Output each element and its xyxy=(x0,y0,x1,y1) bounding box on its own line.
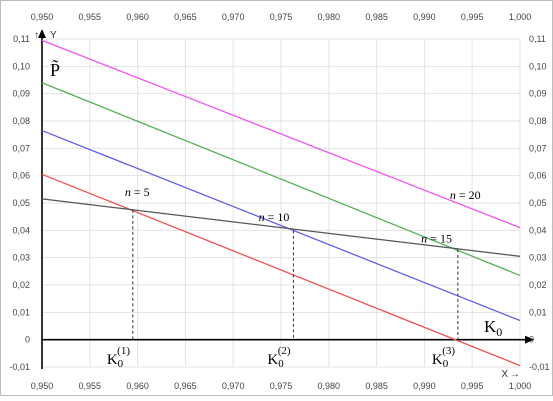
curve-label-n: n xyxy=(259,210,265,224)
k0-label-superscript: (2) xyxy=(278,345,291,357)
x-axis-arrowhead xyxy=(525,335,534,344)
y-tick-label-right: 0,11 xyxy=(529,34,546,44)
x-tick-label-top: 0,990 xyxy=(413,12,436,22)
curve-label-eq: = 5 xyxy=(131,185,150,199)
y-tick-label-left: 0,07 xyxy=(12,143,30,153)
y-tick-label-left: 0,09 xyxy=(12,89,30,99)
series-line xyxy=(41,173,521,367)
y-tick-label-left: 0,01 xyxy=(12,307,30,317)
x-tick-label-top: 0,965 xyxy=(174,12,197,22)
curve-label: n = 20 xyxy=(450,188,481,202)
x-tick-label-top: 0,955 xyxy=(79,12,102,22)
x-tick-label-bottom: 1,000 xyxy=(509,381,532,391)
curve-label-n: n xyxy=(125,185,131,199)
y-tick-label-left: 0,06 xyxy=(12,171,30,181)
x-tick-label-bottom: 0,960 xyxy=(126,381,149,391)
curve-label-eq: = 15 xyxy=(427,232,452,246)
y-tick-label-right: 0,05 xyxy=(529,198,547,208)
curve-label: n = 10 xyxy=(259,210,290,224)
y-axis-name: Y xyxy=(50,30,57,41)
x-axis-arrow-glyph: → xyxy=(510,369,520,380)
y-tick-label-right: 0,09 xyxy=(529,89,547,99)
k0-label-subscript: 0 xyxy=(443,358,449,370)
x-tick-label-top: 0,950 xyxy=(31,12,54,22)
y-tick-label-left: 0,05 xyxy=(12,198,30,208)
y-tick-label-left: 0,11 xyxy=(13,34,30,44)
x-tick-label-bottom: 0,985 xyxy=(365,381,388,391)
intersection-markers xyxy=(132,209,459,340)
x-tick-label-top: 0,975 xyxy=(270,12,293,22)
x-tick-label-bottom: 0,965 xyxy=(174,381,197,391)
x-tick-label-top: 0,995 xyxy=(461,12,484,22)
y-tick-label-left: 0,04 xyxy=(12,225,30,235)
y-tick-label-left: 0,03 xyxy=(12,253,30,263)
curve-label-eq: = 10 xyxy=(265,210,290,224)
x-axis-name: X xyxy=(501,369,508,380)
y-tick-label-right: 0,08 xyxy=(529,116,547,126)
y-tick-label-right: 0,07 xyxy=(529,143,547,153)
series-line xyxy=(41,39,521,229)
x-tick-label-top: 0,960 xyxy=(126,12,149,22)
y-tick-label-right: 0,03 xyxy=(529,253,547,263)
curve-label: n = 15 xyxy=(421,232,452,246)
y-tick-label-right: -0,01 xyxy=(529,362,550,372)
y-tick-label-left: 0,10 xyxy=(12,61,30,71)
k0-label-subscript: 0 xyxy=(278,358,284,370)
y-axis-arrowhead xyxy=(38,29,46,38)
tick-labels: 0,950 0,950 0,955 0,955 0,960 0,960 0,965 0,965… xyxy=(9,12,549,391)
y-tick-label-right: 0,02 xyxy=(529,280,547,290)
x-tick-label-bottom: 0,975 xyxy=(270,381,293,391)
axis-layer: ↑ Y X → xyxy=(34,29,534,380)
x-tick-label-bottom: 0,970 xyxy=(222,381,245,391)
series-line xyxy=(41,198,521,257)
x-tick-label-bottom: 0,955 xyxy=(79,381,102,391)
y-tick-label-right: 0,06 xyxy=(529,171,547,181)
k0-label-subscript: 0 xyxy=(118,358,124,370)
x-tick-label-top: 1,000 xyxy=(509,12,532,22)
curve-label: n = 5 xyxy=(125,185,150,199)
x-tick-label-top: 0,980 xyxy=(318,12,341,22)
curve-label-n: n xyxy=(421,232,427,246)
series-layer xyxy=(41,39,521,367)
y-tick-label-left: -0,01 xyxy=(9,362,30,372)
y-tick-label-right: 0,04 xyxy=(529,225,547,235)
x-tick-label-top: 0,985 xyxy=(365,12,388,22)
k0-label-superscript: (3) xyxy=(442,345,455,357)
x-tick-label-top: 0,970 xyxy=(222,12,245,22)
series-line xyxy=(41,129,521,322)
x-tick-label-bottom: 0,990 xyxy=(413,381,436,391)
y-axis-title: P̃ xyxy=(50,58,60,80)
x-tick-label-bottom: 0,980 xyxy=(318,381,341,391)
y-axis-arrow-glyph: ↑ xyxy=(34,30,39,41)
curve-label-eq: = 20 xyxy=(456,188,481,202)
y-tick-label-left: 0,02 xyxy=(12,280,30,290)
k0-label-superscript: (1) xyxy=(117,345,130,357)
y-tick-label-right: 0,01 xyxy=(529,307,547,317)
series-line xyxy=(41,82,521,277)
x-tick-label-bottom: 0,950 xyxy=(31,381,54,391)
y-tick-label-left: 0 xyxy=(25,335,30,345)
curve-label-n: n xyxy=(450,188,456,202)
x-tick-label-bottom: 0,995 xyxy=(461,381,484,391)
y-tick-label-right: 0,10 xyxy=(529,61,547,71)
x-axis-title-subscript: 0 xyxy=(496,325,502,339)
y-tick-label-left: 0,08 xyxy=(12,116,30,126)
